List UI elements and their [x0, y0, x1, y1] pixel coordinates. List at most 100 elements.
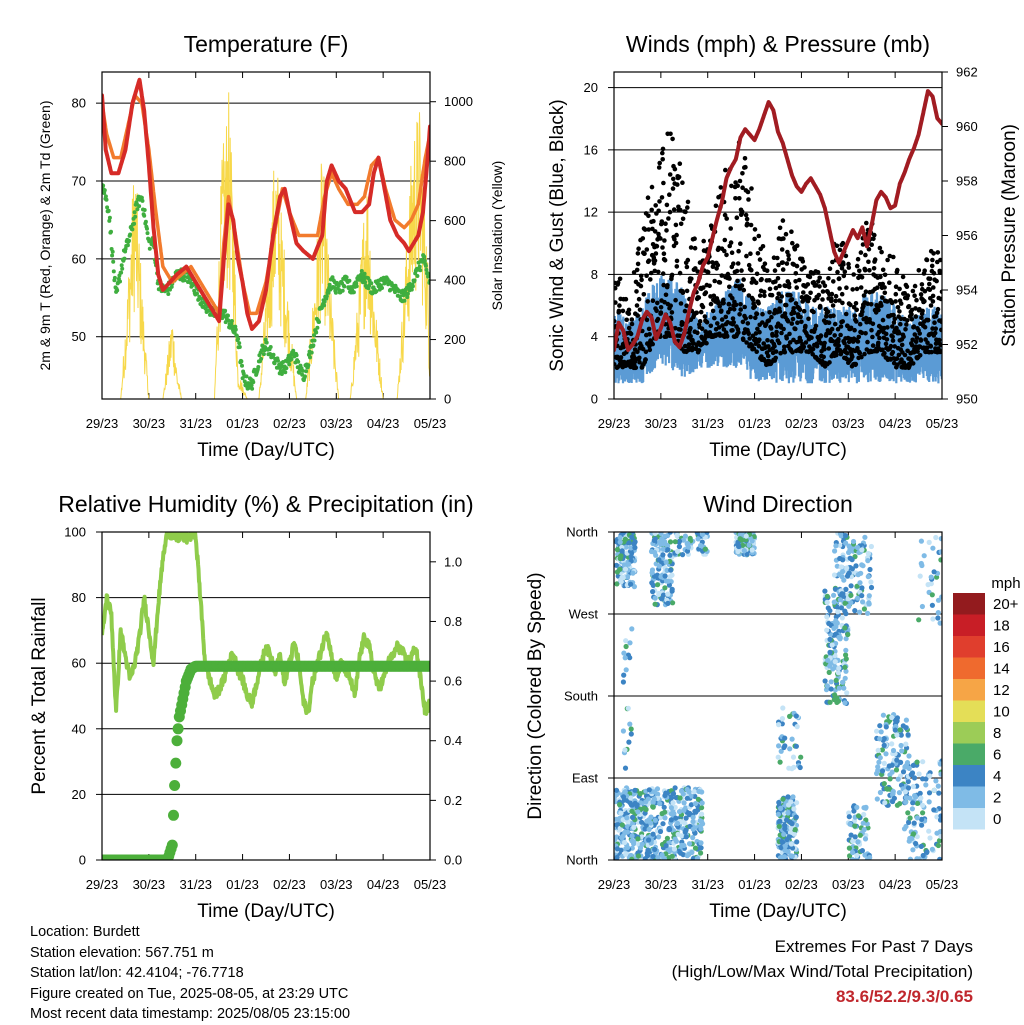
legend-label: 20+ — [993, 596, 1019, 613]
gust-point — [850, 354, 855, 360]
elevation-text: Station elevation: 567.751 m — [30, 944, 214, 961]
gust-point — [742, 156, 748, 161]
direction-point — [665, 591, 671, 597]
gust-point — [897, 309, 902, 314]
legend-swatch — [953, 743, 985, 765]
direction-point — [784, 817, 790, 823]
created-text: Figure created on Tue, 2025-08-05, at 23… — [30, 985, 349, 1002]
extremes-subtitle: (High/Low/Max Wind/Total Precipitation) — [671, 962, 973, 981]
dewpoint-point — [322, 299, 327, 304]
direction-point — [839, 591, 845, 597]
direction-point — [663, 559, 669, 565]
gust-point — [837, 286, 842, 291]
y-tick-label: South — [564, 689, 598, 704]
gust-point — [704, 319, 710, 325]
direction-point — [699, 789, 705, 795]
dewpoint-point — [239, 359, 244, 364]
gust-point — [682, 343, 688, 349]
dewpoint-point — [405, 291, 410, 296]
direction-point — [825, 605, 831, 611]
gust-point — [918, 338, 924, 343]
direction-point — [854, 544, 861, 551]
direction-point — [920, 802, 926, 808]
gust-point — [727, 306, 733, 312]
gust-point — [749, 186, 754, 191]
direction-point — [659, 852, 665, 858]
gust-point — [656, 269, 661, 275]
direction-point — [698, 542, 704, 549]
y-axis-label: Sonic Wind & Gust (Blue, Black) — [547, 99, 568, 371]
gust-point — [689, 276, 694, 282]
gust-point — [742, 304, 747, 310]
y2-tick-label: 1000 — [444, 94, 473, 109]
chart-panel-4: Wind Direction 29/23 30/23 31/23 01/23 02/23 0… — [525, 491, 958, 922]
direction-point — [652, 595, 658, 601]
gust-point — [727, 284, 732, 290]
direction-point — [736, 543, 742, 550]
direction-point — [849, 566, 856, 572]
gust-point — [724, 334, 730, 339]
gust-point — [801, 308, 807, 314]
dewpoint-point — [169, 284, 174, 289]
gust-point — [660, 271, 666, 276]
gust-point — [783, 231, 789, 237]
direction-point — [918, 538, 925, 544]
direction-point — [868, 579, 874, 585]
dewpoint-point — [308, 355, 312, 360]
gust-point — [880, 267, 886, 273]
gust-point — [910, 361, 916, 366]
direction-point — [901, 826, 908, 832]
x-axis-label: Time (Day/UTC) — [709, 440, 847, 461]
gust-point — [703, 329, 708, 334]
gust-point — [646, 213, 651, 219]
gust-point — [834, 243, 840, 249]
gust-point — [736, 248, 741, 254]
direction-point — [674, 532, 680, 539]
dewpoint-point — [294, 353, 299, 358]
gust-point — [854, 307, 859, 313]
direction-point — [635, 836, 641, 842]
x-tick-label: 02/23 — [785, 416, 818, 431]
gust-point — [806, 295, 812, 301]
direction-point — [938, 549, 942, 555]
direction-point — [860, 563, 866, 569]
direction-point — [903, 799, 909, 805]
y2-tick-label: 0.4 — [444, 733, 462, 748]
gust-point — [733, 302, 739, 308]
gust-point — [776, 340, 782, 346]
gust-point — [869, 327, 874, 333]
dewpoint-point — [415, 274, 420, 278]
direction-point — [899, 748, 905, 754]
direction-point — [691, 789, 698, 795]
dewpoint-point — [417, 264, 422, 269]
x-tick-label: 01/23 — [738, 416, 771, 431]
y-tick-label: 20 — [584, 80, 598, 95]
direction-point — [831, 625, 837, 632]
dewpoint-point — [405, 295, 410, 300]
direction-point — [685, 541, 691, 547]
gust-point — [925, 317, 931, 323]
gust-point — [805, 282, 811, 287]
dewpoint-point — [125, 243, 130, 248]
gust-point — [773, 349, 779, 354]
dewpoint-point — [226, 318, 231, 323]
gust-point — [922, 324, 928, 330]
y2-tick-label: 0.0 — [444, 853, 462, 868]
direction-point — [692, 801, 699, 807]
direction-point — [650, 831, 656, 837]
gust-point — [866, 259, 871, 265]
direction-point — [676, 544, 683, 550]
direction-point — [778, 805, 784, 812]
direction-point — [776, 823, 782, 830]
direction-point — [894, 757, 900, 763]
gust-point — [898, 301, 904, 306]
rh-line — [102, 532, 430, 716]
direction-point — [877, 736, 883, 742]
direction-point — [619, 548, 625, 554]
direction-point — [919, 562, 925, 569]
y2-tick-label: 0.2 — [444, 793, 462, 808]
dewpoint-point — [314, 330, 319, 335]
gust-point — [816, 292, 822, 298]
direction-point — [923, 782, 929, 788]
direction-point — [785, 810, 791, 816]
